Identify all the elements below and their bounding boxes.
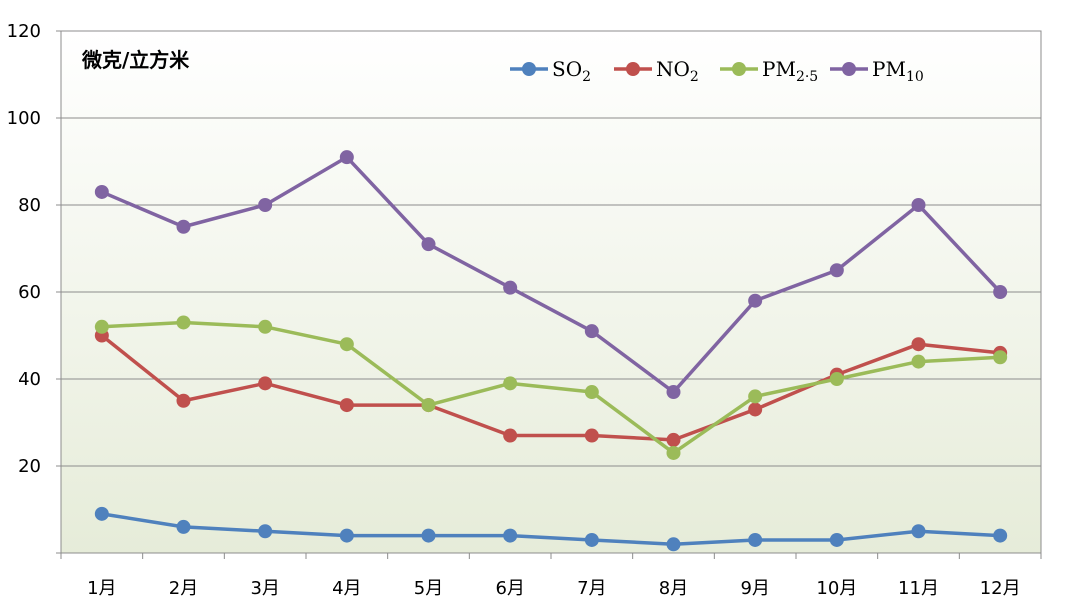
series-line	[101, 155, 1002, 394]
x-tick-label: 7月	[577, 578, 606, 599]
data-point	[993, 528, 1008, 543]
y-tick-label: 60	[18, 282, 41, 303]
data-point	[666, 445, 681, 460]
x-tick-label: 12月	[980, 578, 1021, 599]
x-tick-label: 3月	[250, 578, 279, 599]
y-tick-label: 100	[7, 108, 41, 129]
y-tick-label: 120	[7, 21, 41, 42]
series-line	[100, 334, 1001, 442]
y-tick-label: 20	[18, 456, 41, 477]
legend: SO2 NO2 PM2·5 PM10	[510, 57, 924, 85]
x-tick-label: 11月	[898, 578, 939, 599]
data-point	[748, 389, 763, 404]
y-tick-label: 80	[18, 195, 41, 216]
data-point	[911, 524, 926, 539]
x-tick-label: 1月	[87, 578, 116, 599]
x-tick-label: 10月	[816, 578, 857, 599]
legend-marker	[842, 62, 856, 76]
data-point	[993, 350, 1008, 365]
data-point	[94, 319, 109, 334]
data-point	[339, 528, 354, 543]
data-point	[421, 398, 436, 413]
data-point	[258, 319, 273, 334]
legend-marker	[732, 62, 746, 76]
data-point	[829, 372, 844, 386]
x-tick-label: 8月	[659, 578, 688, 599]
data-point	[339, 337, 354, 352]
legend-label: SO2	[552, 57, 591, 85]
data-point	[911, 337, 926, 352]
legend-item: PM10	[830, 57, 924, 85]
data-point	[584, 532, 599, 547]
data-point	[584, 324, 599, 339]
data-point	[666, 385, 681, 400]
data-point	[584, 385, 599, 400]
data-point	[258, 524, 273, 539]
data-point	[258, 376, 273, 391]
data-point	[666, 432, 681, 447]
y-axis: 20 40 60 80 100 120	[7, 21, 61, 554]
legend-label: PM2·5	[762, 57, 818, 85]
x-tick-label: 2月	[169, 578, 198, 599]
y-tick-label: 40	[18, 369, 41, 390]
legend-marker	[522, 62, 536, 76]
data-point	[503, 376, 518, 391]
data-point	[176, 393, 191, 408]
data-point	[176, 519, 191, 534]
data-point	[421, 528, 436, 543]
series-pm25	[94, 315, 1008, 460]
data-point	[666, 537, 681, 552]
data-point	[748, 293, 763, 308]
data-point	[748, 402, 763, 417]
x-tick-label: 5月	[414, 578, 443, 599]
unit-label: 微克/立方米	[81, 48, 190, 72]
legend-label: PM10	[872, 57, 924, 85]
series-line	[101, 512, 1001, 547]
series-line	[101, 320, 1001, 455]
data-point	[94, 506, 109, 521]
legend-item: SO2	[510, 57, 591, 85]
gridlines	[61, 117, 1041, 467]
data-point	[339, 150, 354, 165]
series-so2	[94, 506, 1008, 552]
data-point	[748, 532, 763, 547]
data-point	[829, 532, 844, 547]
data-point	[993, 285, 1008, 299]
x-axis: 1月 2月 3月 4月 5月 6月 7月 8月 9月 10月 11月 12月	[60, 553, 1042, 599]
data-point	[584, 428, 599, 443]
data-point	[503, 428, 518, 443]
data-point	[503, 280, 518, 295]
data-point	[829, 263, 844, 278]
legend-item: PM2·5	[720, 57, 818, 85]
data-point	[176, 315, 191, 330]
data-point	[421, 237, 436, 252]
x-tick-label: 9月	[740, 578, 769, 599]
series-pm10	[94, 150, 1008, 400]
data-point	[258, 198, 273, 212]
legend-marker	[626, 62, 640, 76]
data-point	[911, 354, 926, 369]
legend-label: NO2	[656, 57, 699, 85]
legend-item: NO2	[614, 57, 699, 85]
data-point	[339, 398, 354, 413]
x-tick-label: 6月	[495, 578, 524, 599]
series-no2	[94, 328, 1008, 447]
data-point	[503, 528, 518, 543]
data-point	[911, 198, 926, 212]
data-point	[94, 184, 109, 199]
data-point	[176, 219, 191, 234]
x-tick-label: 4月	[332, 578, 361, 599]
series-group	[94, 150, 1008, 552]
